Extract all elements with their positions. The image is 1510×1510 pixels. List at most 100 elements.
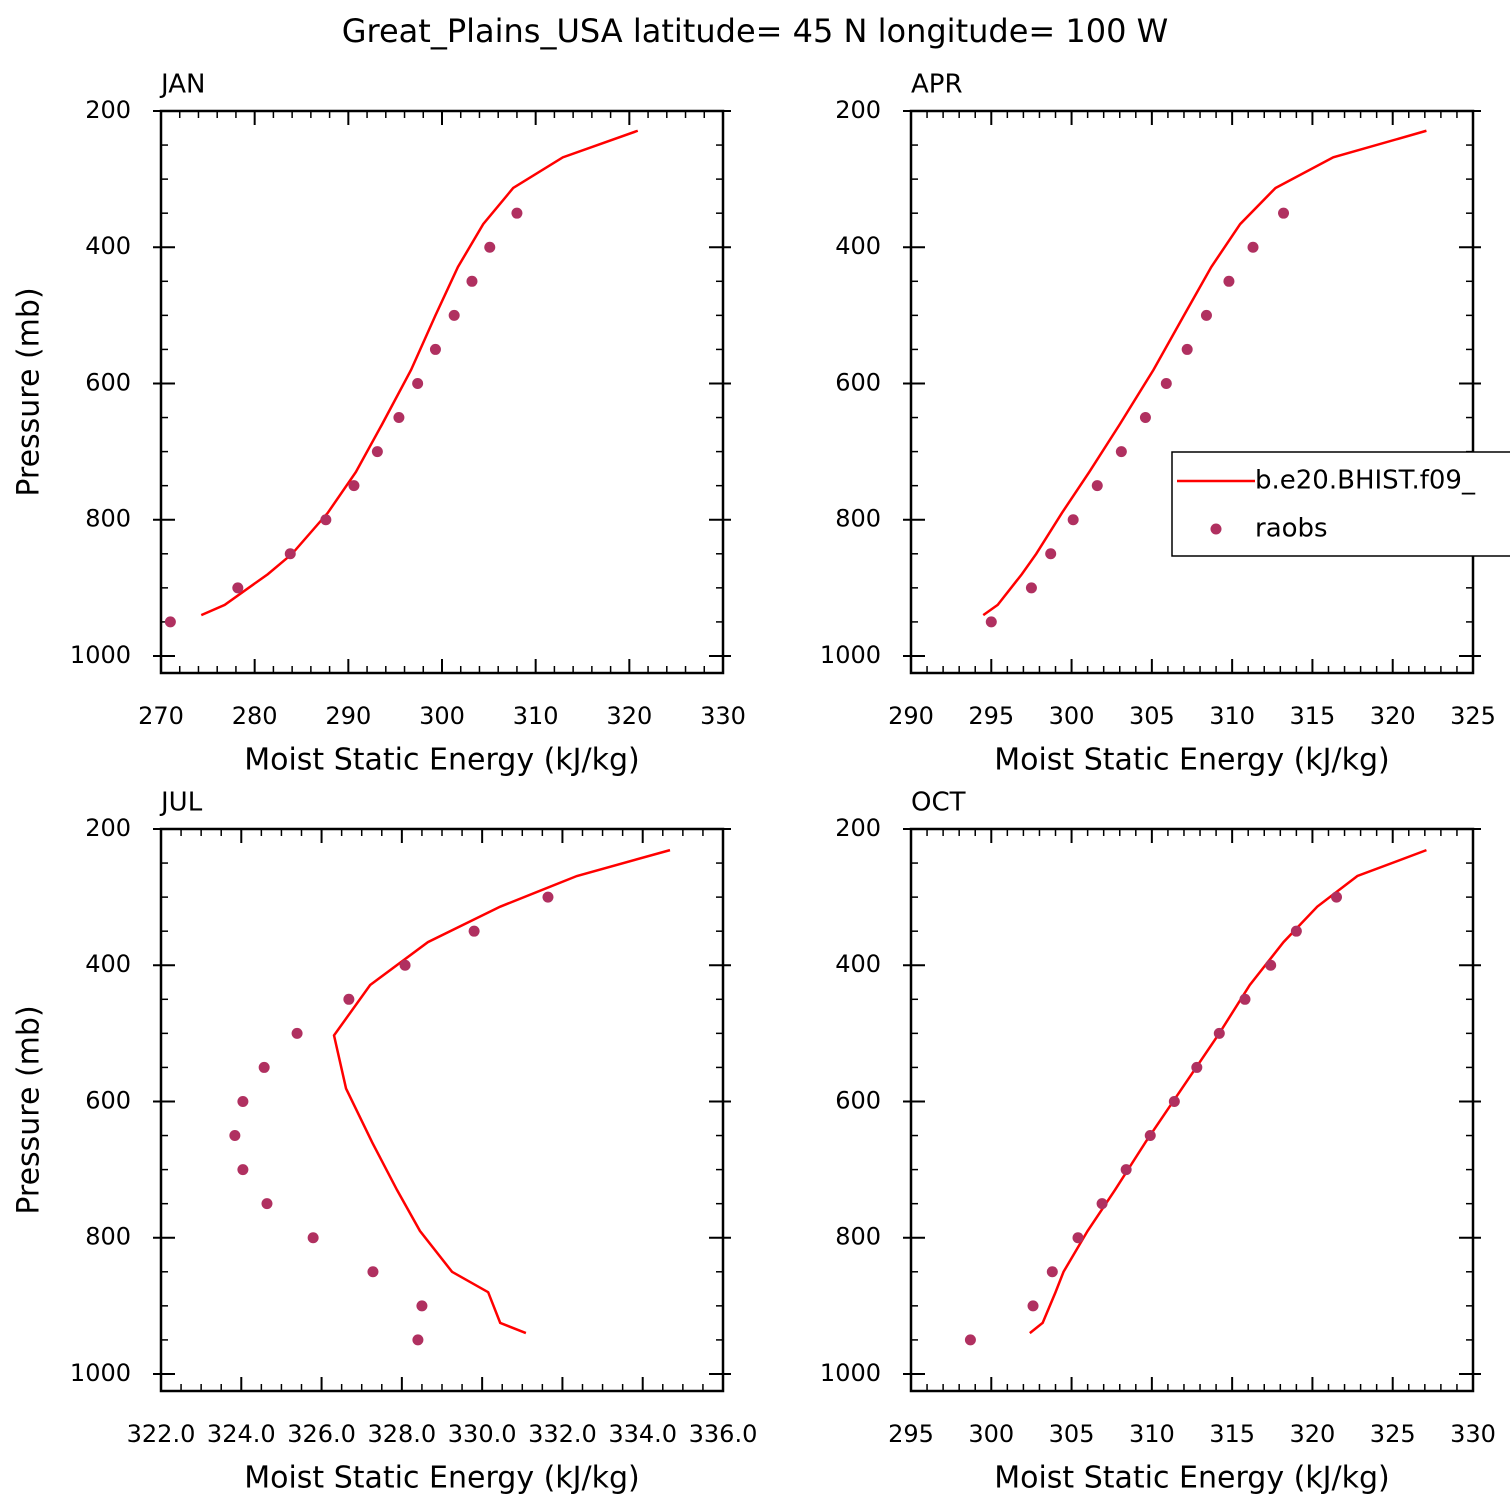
raob-point (237, 1164, 249, 1176)
x-tick-label: 295 (968, 702, 1014, 730)
raob-point (1247, 241, 1259, 253)
panel: JUL 322.0 324.0 326.0 328.0 330.0 332.0 334.0 33… (12, 788, 758, 1496)
panel-title: JAN (159, 70, 205, 100)
profile-line (1029, 848, 1427, 1335)
raob-point (416, 1300, 428, 1312)
raob-point (367, 1266, 379, 1278)
y-tick-label: 600 (85, 368, 131, 396)
raob-point (1067, 514, 1079, 526)
x-tick-label: 295 (888, 1420, 934, 1448)
legend: b.e20.BHIST.f09_raobs (1171, 451, 1510, 557)
x-tick-label: 305 (1049, 1420, 1095, 1448)
y-tick-label: 400 (835, 950, 881, 978)
x-tick-label: 330.0 (448, 1420, 517, 1448)
raob-point (1265, 959, 1277, 971)
y-tick-label: 1000 (820, 641, 881, 669)
x-tick-label: 320 (1290, 1420, 1336, 1448)
y-tick-label: 600 (835, 1086, 881, 1114)
y-tick-label: 200 (85, 96, 131, 124)
legend-box (1171, 451, 1510, 557)
panel: JAN 270 280 290 300 310 320 330 200 400 600 800 1000… (12, 70, 746, 778)
raob-point (1072, 1232, 1084, 1244)
raob-point (542, 891, 554, 903)
raob-point (466, 275, 478, 287)
x-tick-label: 322.0 (127, 1420, 196, 1448)
x-tick-label: 326.0 (287, 1420, 356, 1448)
x-axis-label: Moist Static Energy (kJ/kg) (994, 743, 1390, 778)
raob-point (1223, 275, 1235, 287)
y-axis-label: Pressure (mb) (12, 287, 47, 496)
y-tick-label: 200 (835, 96, 881, 124)
y-tick-label: 800 (85, 505, 131, 533)
panel-title: APR (911, 70, 963, 100)
raob-point (291, 1027, 303, 1039)
panel: OCT 295 300 305 310 315 320 325 330 200 400 600 800 1… (820, 788, 1496, 1496)
raob-point (412, 1334, 424, 1346)
x-tick-label: 305 (1129, 702, 1175, 730)
y-tick-label: 200 (835, 814, 881, 842)
x-tick-label: 320 (1370, 702, 1416, 730)
profile-line (332, 848, 671, 1335)
raob-point (399, 959, 411, 971)
x-tick-label: 300 (419, 702, 465, 730)
raob-point (307, 1232, 319, 1244)
raob-point (371, 446, 383, 458)
raob-point (1191, 1061, 1203, 1073)
y-tick-label: 200 (85, 814, 131, 842)
raob-point (320, 514, 332, 526)
x-tick-label: 334.0 (608, 1420, 677, 1448)
x-tick-label: 310 (1209, 702, 1255, 730)
x-tick-label: 310 (1129, 1420, 1175, 1448)
y-tick-label: 1000 (70, 641, 131, 669)
panel-title: JUL (159, 788, 203, 818)
raob-point (1139, 412, 1151, 424)
panel-title: OCT (911, 788, 966, 818)
y-axis-label: Pressure (mb) (12, 1005, 47, 1214)
y-tick-label: 400 (85, 950, 131, 978)
raob-point (1096, 1198, 1108, 1210)
raob-point (1025, 582, 1037, 594)
raob-point (1181, 343, 1193, 355)
x-axis-label: Moist Static Energy (kJ/kg) (244, 1461, 640, 1496)
raob-point (284, 548, 296, 560)
raob-point (429, 343, 441, 355)
raob-point (985, 616, 997, 628)
raob-point (1027, 1300, 1039, 1312)
y-tick-label: 800 (835, 1223, 881, 1251)
x-tick-label: 315 (1290, 702, 1336, 730)
x-axis-label: Moist Static Energy (kJ/kg) (244, 743, 640, 778)
x-tick-label: 336.0 (689, 1420, 758, 1448)
raob-point (1115, 446, 1127, 458)
raob-point (1239, 993, 1251, 1005)
legend-label: raobs (1255, 514, 1328, 544)
raob-point (1213, 1027, 1225, 1039)
legend-marker (1210, 523, 1222, 535)
x-tick-label: 290 (888, 702, 934, 730)
y-tick-label: 400 (835, 232, 881, 260)
plot-frame (909, 109, 1475, 675)
raob-point (511, 207, 523, 219)
raob-point (258, 1061, 270, 1073)
raob-point (261, 1198, 273, 1210)
x-tick-label: 324.0 (207, 1420, 276, 1448)
raob-point (237, 1095, 249, 1107)
raob-point (484, 241, 496, 253)
y-tick-label: 600 (85, 1086, 131, 1114)
legend-label: b.e20.BHIST.f09_ (1255, 466, 1476, 496)
raob-point (964, 1334, 976, 1346)
x-tick-label: 320 (606, 702, 652, 730)
y-tick-label: 800 (835, 505, 881, 533)
plot-frame (159, 827, 725, 1393)
x-tick-label: 330 (1450, 1420, 1496, 1448)
y-tick-label: 1000 (70, 1359, 131, 1387)
x-tick-label: 315 (1209, 1420, 1255, 1448)
raob-point (1046, 1266, 1058, 1278)
raob-point (232, 582, 244, 594)
x-axis-label: Moist Static Energy (kJ/kg) (994, 1461, 1390, 1496)
raob-point (1144, 1130, 1156, 1142)
raob-point (1200, 309, 1212, 321)
x-tick-label: 328.0 (367, 1420, 436, 1448)
raob-point (448, 309, 460, 321)
